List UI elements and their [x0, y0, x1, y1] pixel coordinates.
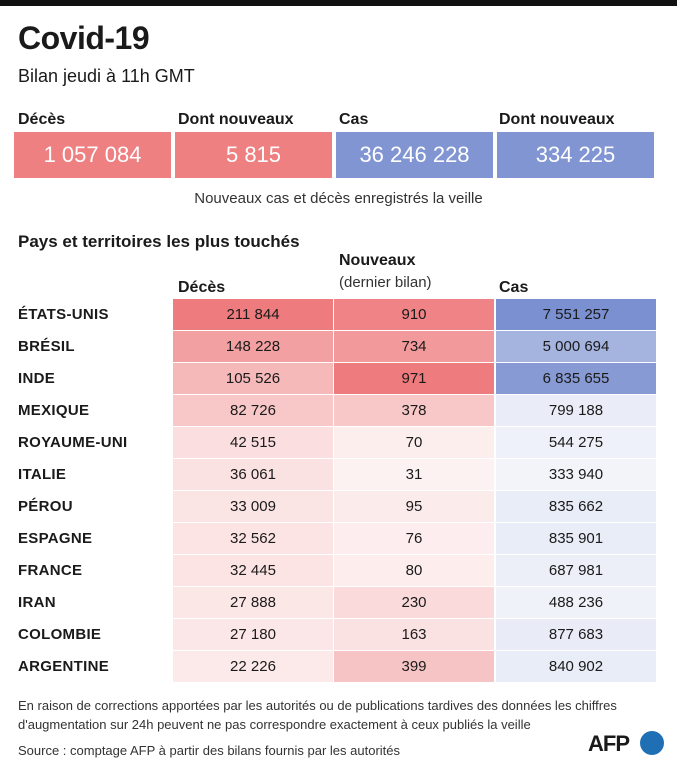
header-deaths: Décès — [178, 279, 226, 296]
row-label: ÉTATS-UNIS — [18, 306, 109, 323]
summary-label-new-cases: Dont nouveaux — [499, 111, 615, 128]
afp-logo: AFP — [588, 731, 630, 756]
top-bar — [0, 0, 677, 6]
cell-cases: 840 902 — [496, 651, 656, 682]
row-label: IRAN — [18, 594, 56, 611]
header-new-sub: (dernier bilan) — [339, 274, 432, 291]
cell-cases: 687 981 — [496, 555, 656, 586]
summary-value-new-deaths: 5 815 — [175, 132, 332, 178]
summary-label-new-deaths: Dont nouveaux — [178, 111, 294, 128]
cell-cases: 5 000 694 — [496, 331, 656, 362]
cell-new: 230 — [334, 587, 494, 618]
cell-new: 910 — [334, 299, 494, 330]
row-label: ROYAUME-UNI — [18, 434, 128, 451]
row-label: MEXIQUE — [18, 402, 90, 419]
summary-note: Nouveaux cas et décès enregistrés la vei… — [194, 190, 483, 207]
cell-cases: 799 188 — [496, 395, 656, 426]
chart-title: Covid-19 — [18, 20, 150, 56]
cell-cases: 488 236 — [496, 587, 656, 618]
row-label: PÉROU — [18, 498, 73, 515]
cell-new: 70 — [334, 427, 494, 458]
cell-deaths: 32 445 — [173, 555, 333, 586]
row-label: COLOMBIE — [18, 626, 102, 643]
cell-new: 399 — [334, 651, 494, 682]
row-label: ARGENTINE — [18, 658, 110, 675]
row-label: FRANCE — [18, 562, 83, 579]
section-title: Pays et territoires les plus touchés — [18, 232, 300, 251]
cell-cases: 333 940 — [496, 459, 656, 490]
cell-new: 734 — [334, 331, 494, 362]
header-cases: Cas — [499, 279, 529, 296]
cell-deaths: 33 009 — [173, 491, 333, 522]
cell-deaths: 211 844 — [173, 299, 333, 330]
row-label: BRÉSIL — [18, 338, 75, 355]
cell-cases: 544 275 — [496, 427, 656, 458]
cell-deaths: 22 226 — [173, 651, 333, 682]
afp-logo-dot-icon — [640, 731, 664, 755]
cell-new: 971 — [334, 363, 494, 394]
summary-value-new-cases: 334 225 — [497, 132, 654, 178]
cell-deaths: 82 726 — [173, 395, 333, 426]
cell-deaths: 27 888 — [173, 587, 333, 618]
cell-cases: 7 551 257 — [496, 299, 656, 330]
cell-deaths: 32 562 — [173, 523, 333, 554]
summary-label-cases: Cas — [339, 111, 369, 128]
summary-label-deaths: Décès — [18, 111, 66, 128]
summary-value-deaths: 1 057 084 — [14, 132, 171, 178]
cell-cases: 835 662 — [496, 491, 656, 522]
header-new: Nouveaux — [339, 252, 416, 269]
cell-new: 31 — [334, 459, 494, 490]
footnote: En raison de corrections apportées par l… — [18, 698, 617, 732]
cell-new: 378 — [334, 395, 494, 426]
cell-new: 95 — [334, 491, 494, 522]
source-note: Source : comptage AFP à partir des bilan… — [18, 743, 401, 758]
cell-deaths: 42 515 — [173, 427, 333, 458]
cell-cases: 877 683 — [496, 619, 656, 650]
row-label: ESPAGNE — [18, 530, 93, 547]
row-label: ITALIE — [18, 466, 67, 483]
cell-new: 163 — [334, 619, 494, 650]
cell-new: 76 — [334, 523, 494, 554]
cell-deaths: 27 180 — [173, 619, 333, 650]
cell-new: 80 — [334, 555, 494, 586]
cell-deaths: 36 061 — [173, 459, 333, 490]
cell-deaths: 105 526 — [173, 363, 333, 394]
cell-cases: 835 901 — [496, 523, 656, 554]
cell-deaths: 148 228 — [173, 331, 333, 362]
chart-subtitle: Bilan jeudi à 11h GMT — [18, 66, 195, 86]
cell-cases: 6 835 655 — [496, 363, 656, 394]
row-label: INDE — [18, 370, 56, 387]
summary-value-cases: 36 246 228 — [336, 132, 493, 178]
